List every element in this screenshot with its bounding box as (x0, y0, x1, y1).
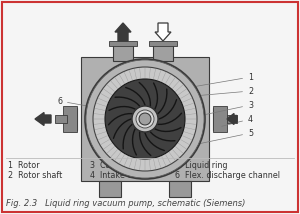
Circle shape (136, 110, 154, 128)
FancyArrow shape (35, 113, 51, 125)
Text: 5  Liquid ring: 5 Liquid ring (175, 162, 227, 171)
Text: 4: 4 (222, 114, 253, 126)
Bar (213, 106, 227, 132)
Circle shape (105, 79, 185, 159)
Text: 5: 5 (196, 128, 253, 144)
FancyArrow shape (115, 23, 131, 41)
Text: 4  Intake channel: 4 Intake channel (90, 171, 159, 180)
Circle shape (139, 113, 151, 125)
Text: 1  Rotor: 1 Rotor (8, 162, 40, 171)
Text: 6  Flex. discharge channel: 6 Flex. discharge channel (175, 171, 280, 180)
Bar (213, 108, 223, 130)
Bar (113, 43, 133, 61)
Text: 3  Casing: 3 Casing (90, 162, 127, 171)
Bar (169, 181, 191, 197)
Text: 6: 6 (57, 97, 90, 107)
Text: 3: 3 (206, 101, 253, 114)
Text: 2: 2 (185, 86, 253, 97)
Bar (67, 108, 77, 130)
Bar (81, 57, 209, 181)
FancyArrow shape (155, 23, 171, 41)
Bar (109, 41, 137, 46)
Bar (153, 43, 173, 61)
FancyArrow shape (227, 113, 237, 125)
Text: 2  Rotor shaft: 2 Rotor shaft (8, 171, 62, 180)
Bar (55, 115, 67, 123)
Bar (227, 115, 237, 123)
Circle shape (93, 67, 197, 171)
Circle shape (85, 59, 205, 179)
Circle shape (132, 106, 158, 132)
Bar (99, 181, 121, 197)
Bar (149, 41, 177, 46)
Bar (63, 106, 77, 132)
Text: Fig. 2.3   Liquid ring vacuum pump, schematic (Siemens): Fig. 2.3 Liquid ring vacuum pump, schema… (6, 199, 245, 208)
Text: 1: 1 (195, 73, 253, 86)
